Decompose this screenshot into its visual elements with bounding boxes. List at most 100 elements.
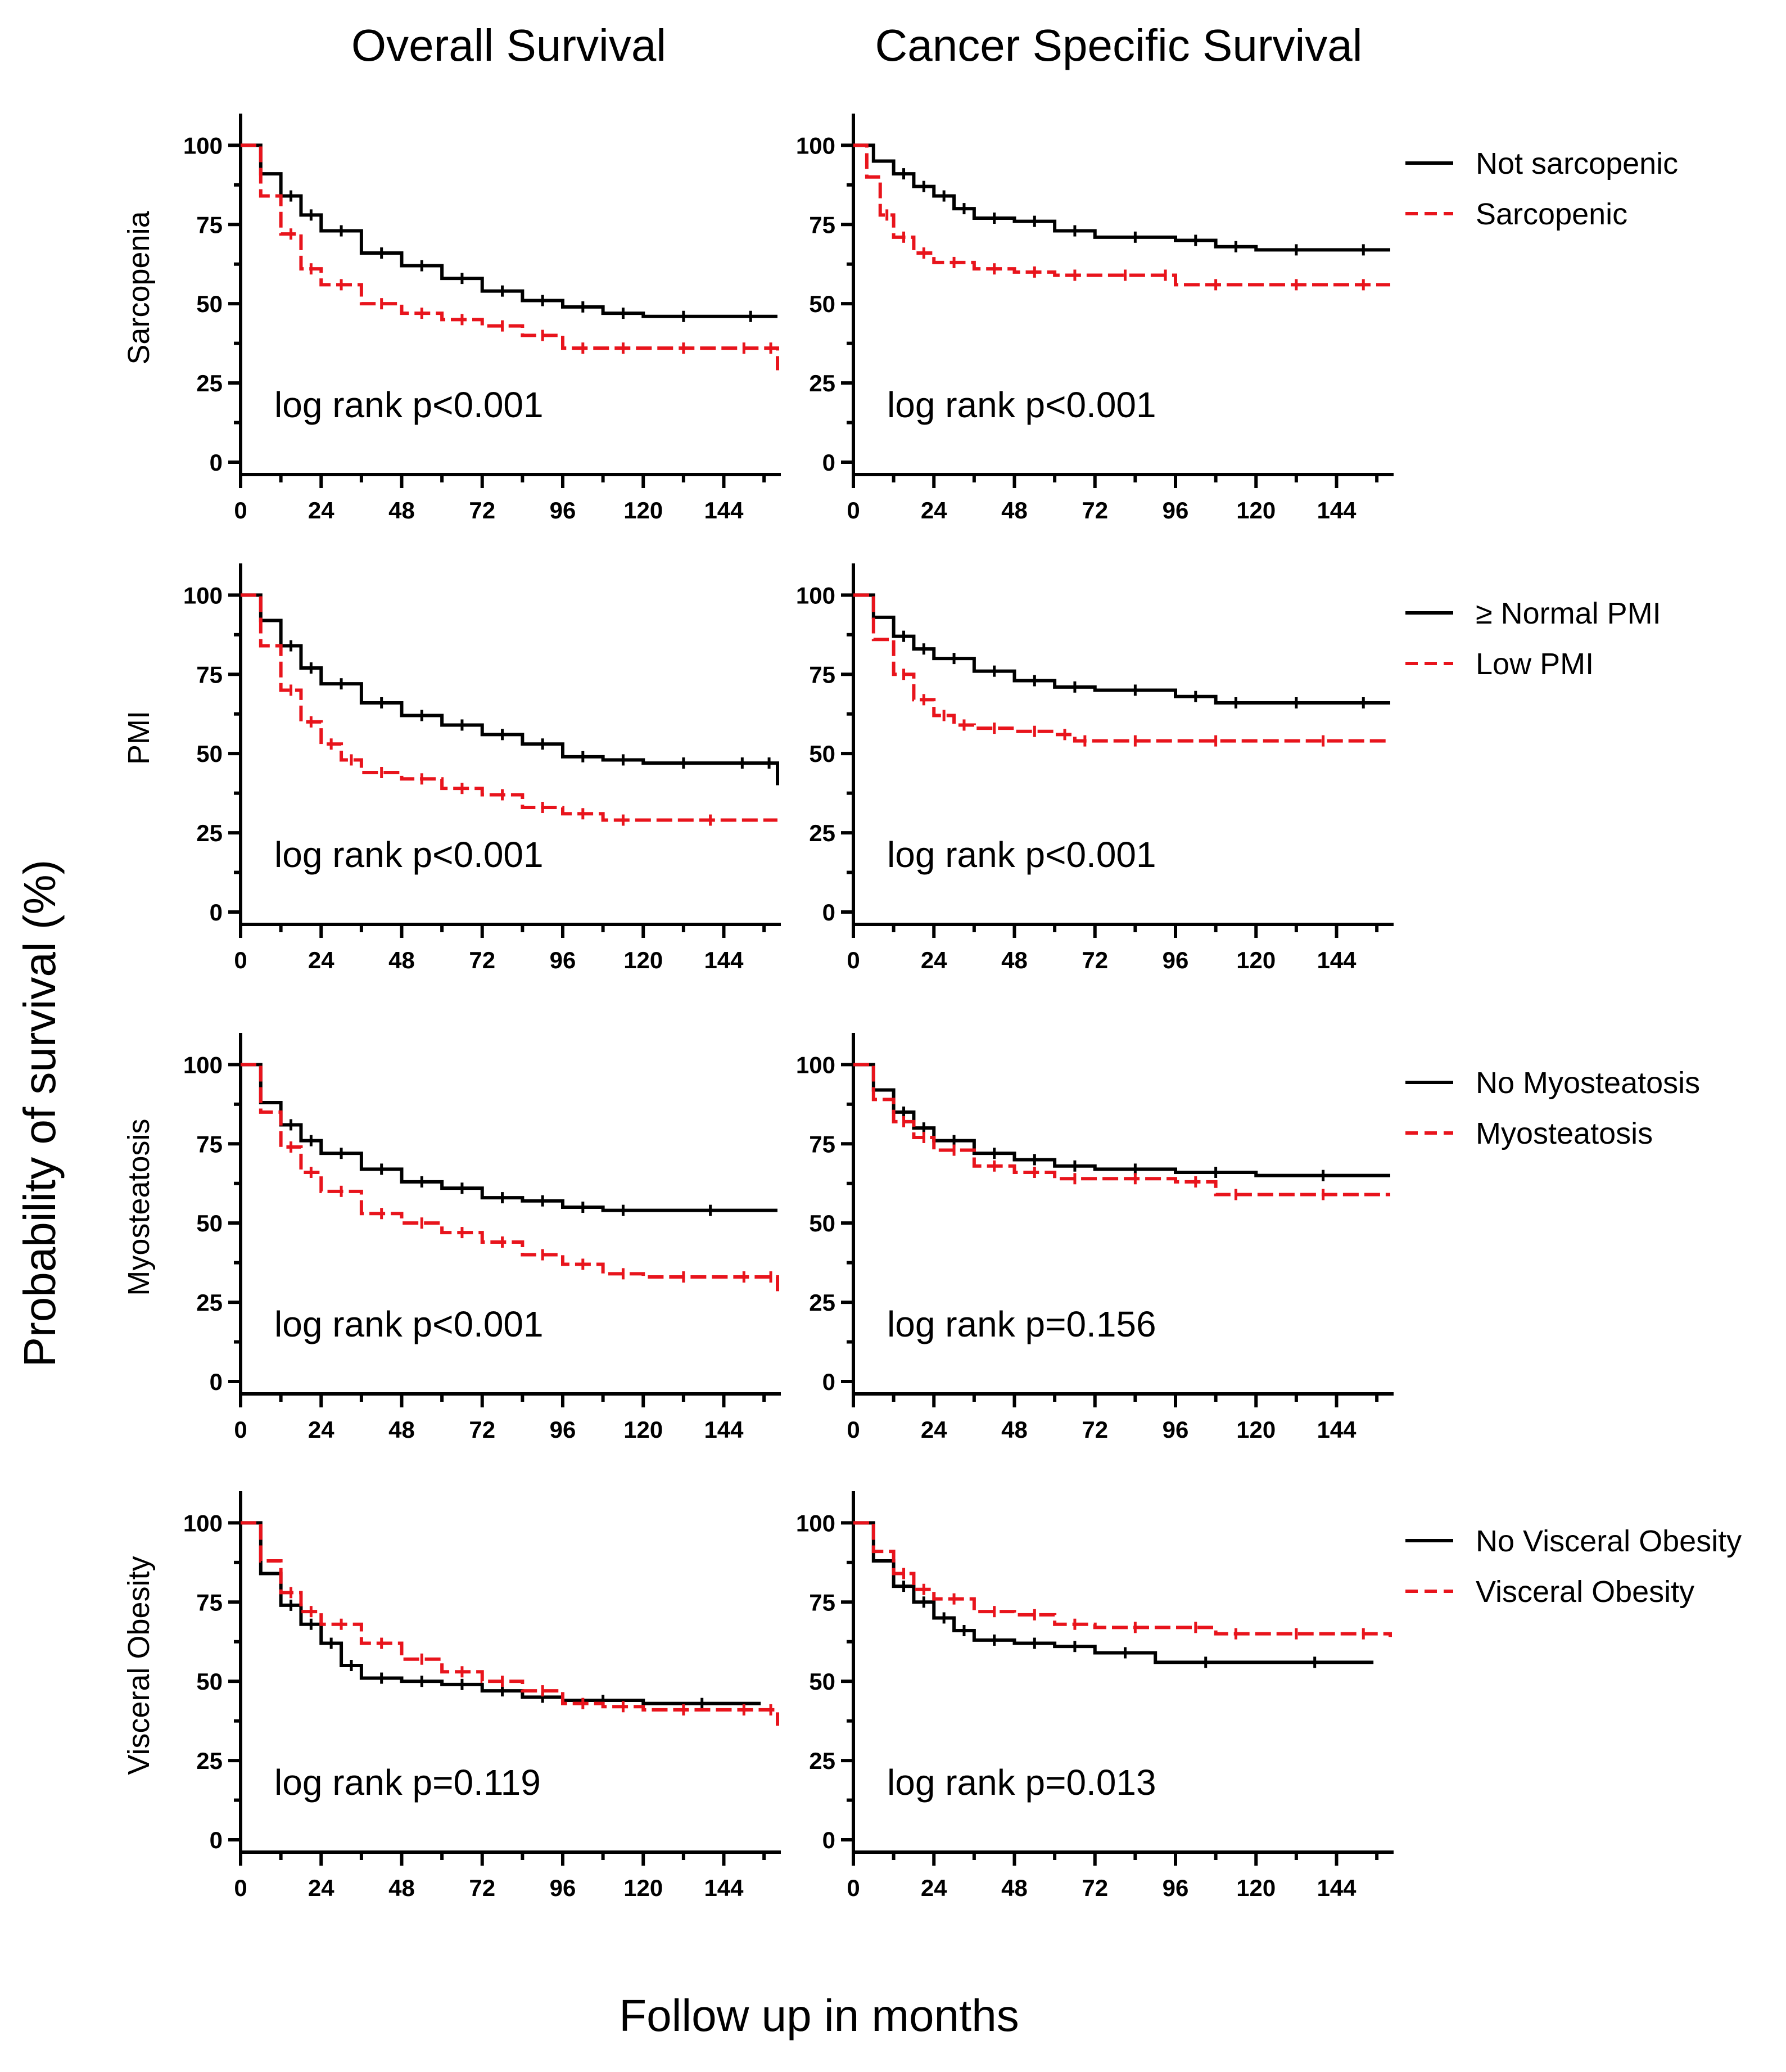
panel-5: 0 25 50 75 100 0 24 48 72 96 120 144 log rank p=0.15… [796,1033,1700,1443]
x-tick-label: 24 [308,1416,334,1443]
legend-label-not-sarcopenic: Not sarcopenic [1476,147,1678,180]
row-label-visceral-obesity: Visceral Obesity [122,1556,156,1775]
x-tick-label: 144 [1317,947,1357,973]
y-tick-label: 25 [809,820,835,846]
x-tick-label: 96 [1163,497,1189,523]
y-tick-label: 25 [196,1289,223,1316]
x-tick-label: 0 [847,1416,860,1443]
series-no-visceral-obesity [853,1521,1374,1664]
y-tick-label: 50 [809,291,835,317]
y-tick-label: 0 [210,899,223,926]
y-tick-label: 0 [210,1827,223,1853]
y-tick-label: 75 [809,1589,835,1615]
x-tick-label: 144 [1317,1416,1357,1443]
x-tick-label: 72 [469,1875,495,1901]
logrank-annotation: log rank p=0.119 [274,1762,541,1803]
series-normal-pmi [241,593,779,786]
y-tick-label: 50 [809,1210,835,1236]
x-tick-label: 0 [847,497,860,523]
y-tick-label: 100 [183,132,223,159]
panel-6: 0 25 50 75 100 0 24 48 72 96 120 144 Visceral Obesit… [122,1491,781,1901]
x-tick-label: 96 [550,1416,576,1443]
x-tick-label: 120 [1236,497,1276,523]
series-visceral-obesity [853,1521,1392,1637]
y-tick-label: 0 [210,1369,223,1395]
y-tick-label: 100 [796,1051,835,1078]
x-tick-label: 0 [234,497,247,523]
y-tick-label: 75 [809,211,835,238]
x-tick-label: 120 [623,947,663,973]
series-normal-pmi [853,593,1390,705]
x-tick-label: 120 [1236,1416,1276,1443]
x-tick-label: 120 [1236,1875,1276,1901]
logrank-annotation: log rank p<0.001 [274,834,544,875]
x-tick-label: 144 [704,497,744,523]
series-not-sarcopenic [853,143,1390,252]
y-tick-label: 50 [196,291,223,317]
y-tick-label: 75 [196,211,223,238]
series-no-myosteatosis [853,1063,1390,1177]
x-tick-label: 120 [623,497,663,523]
y-tick-label: 100 [796,1510,835,1536]
x-tick-label: 48 [1001,1875,1028,1901]
logrank-annotation: log rank p=0.013 [887,1762,1156,1803]
panel-1: 0 25 50 75 100 0 24 48 72 96 120 144 log rank p<0.00… [796,114,1678,523]
x-tick-label: 0 [234,947,247,973]
column-title-overall-survival: Overall Survival [351,20,666,70]
legend-label-no-visceral-obesity: No Visceral Obesity [1476,1524,1742,1558]
series-visceral-obesity [241,1521,779,1726]
y-tick-label: 25 [196,820,223,846]
y-tick-label: 50 [196,741,223,767]
x-tick-label: 48 [388,1416,415,1443]
logrank-annotation: log rank p<0.001 [274,1304,544,1344]
logrank-annotation: log rank p<0.001 [274,385,544,425]
x-tick-label: 0 [847,1875,860,1901]
x-tick-label: 48 [388,497,415,523]
x-tick-label: 120 [1236,947,1276,973]
y-tick-label: 100 [796,132,835,159]
x-tick-label: 72 [469,947,495,973]
y-tick-label: 75 [809,1131,835,1157]
legend-label-no-myosteatosis: No Myosteatosis [1476,1066,1700,1100]
panel-3: 0 25 50 75 100 0 24 48 72 96 120 144 log rank p<0.00… [796,563,1661,973]
y-tick-label: 0 [822,1369,835,1395]
x-tick-label: 48 [388,947,415,973]
panel-0: 0 25 50 75 100 0 24 48 72 96 120 144 Sarcopenia log r… [122,114,781,523]
x-tick-label: 24 [308,1875,334,1901]
y-tick-label: 100 [183,1051,223,1078]
panel-7: 0 25 50 75 100 0 24 48 72 96 120 144 log rank p=0.01… [796,1491,1742,1901]
panel-4: 0 25 50 75 100 0 24 48 72 96 120 144 Myosteatosis log… [122,1033,781,1443]
series-myosteatosis [241,1063,779,1293]
y-tick-label: 100 [183,1510,223,1536]
y-tick-label: 100 [796,582,835,608]
x-tick-label: 96 [550,1875,576,1901]
x-tick-label: 120 [623,1875,663,1901]
row-label-sarcopenia: Sarcopenia [122,210,156,364]
y-tick-label: 0 [822,1827,835,1853]
x-tick-label: 0 [234,1416,247,1443]
x-tick-label: 144 [1317,1875,1357,1901]
legend-label-normal-pmi: ≥ Normal PMI [1476,597,1661,630]
x-tick-label: 0 [234,1875,247,1901]
y-tick-label: 75 [809,661,835,688]
x-tick-label: 120 [623,1416,663,1443]
y-tick-label: 0 [822,449,835,476]
y-tick-label: 75 [196,661,223,688]
legend-label-low-pmi: Low PMI [1476,647,1594,681]
y-tick-label: 0 [822,899,835,926]
x-tick-label: 72 [469,497,495,523]
x-tick-label: 24 [921,1875,947,1901]
logrank-annotation: log rank p=0.156 [887,1304,1156,1344]
x-tick-label: 72 [1082,497,1108,523]
x-tick-label: 96 [1163,1416,1189,1443]
x-tick-label: 48 [1001,947,1028,973]
series-low-pmi [241,593,777,822]
y-axis-label: Probability of survival (%) [15,860,65,1367]
x-tick-label: 96 [1163,947,1189,973]
x-tick-label: 72 [1082,1416,1108,1443]
legend-label-sarcopenic: Sarcopenic [1476,197,1627,231]
panel-grid: 0 25 50 75 100 0 24 48 72 96 120 144 Sarcopenia log r… [122,114,1742,1901]
legend-label-myosteatosis: Myosteatosis [1476,1117,1653,1150]
x-tick-label: 72 [469,1416,495,1443]
